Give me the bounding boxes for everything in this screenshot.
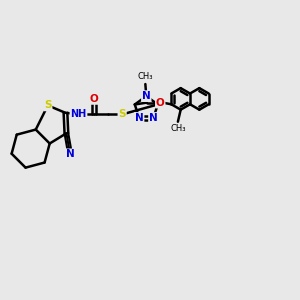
Text: O: O <box>156 98 165 108</box>
Text: NH: NH <box>70 109 87 119</box>
Text: CH₃: CH₃ <box>138 72 153 81</box>
Text: S: S <box>118 109 126 119</box>
Text: N: N <box>149 113 158 123</box>
Text: N: N <box>135 113 144 123</box>
Text: N: N <box>142 91 151 101</box>
Text: O: O <box>90 94 99 104</box>
Text: S: S <box>44 100 52 110</box>
Text: N: N <box>66 149 74 159</box>
Text: CH₃: CH₃ <box>170 124 186 133</box>
